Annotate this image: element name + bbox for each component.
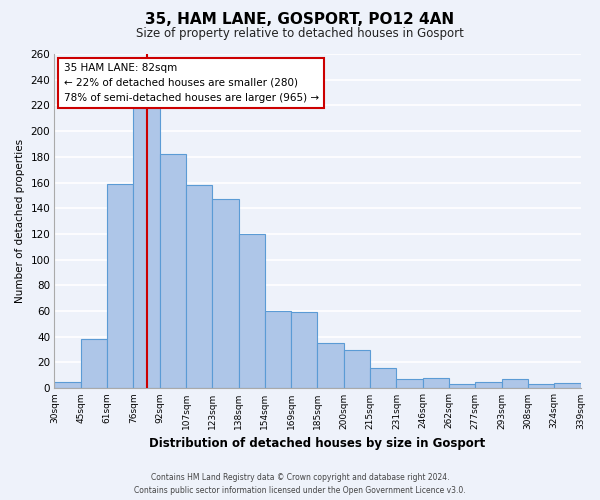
Bar [265,311,291,388]
Text: Contains HM Land Registry data © Crown copyright and database right 2024.
Contai: Contains HM Land Registry data © Crown c… [134,474,466,495]
Y-axis label: Number of detached properties: Number of detached properties [15,139,25,303]
Text: Size of property relative to detached houses in Gosport: Size of property relative to detached ho… [136,28,464,40]
Bar [160,154,186,388]
Bar [81,340,107,388]
Bar [55,382,81,388]
Bar [502,379,528,388]
Bar [107,184,133,388]
Text: 35, HAM LANE, GOSPORT, PO12 4AN: 35, HAM LANE, GOSPORT, PO12 4AN [145,12,455,28]
X-axis label: Distribution of detached houses by size in Gosport: Distribution of detached houses by size … [149,437,485,450]
Bar [317,343,344,388]
Bar [186,185,212,388]
Bar [239,234,265,388]
Bar [397,379,422,388]
Text: 35 HAM LANE: 82sqm
← 22% of detached houses are smaller (280)
78% of semi-detach: 35 HAM LANE: 82sqm ← 22% of detached hou… [64,63,319,102]
Bar [133,108,160,388]
Bar [449,384,475,388]
Bar [291,312,317,388]
Bar [528,384,554,388]
Bar [212,199,239,388]
Bar [344,350,370,388]
Bar [422,378,449,388]
Bar [554,383,581,388]
Bar [475,382,502,388]
Bar [370,368,397,388]
